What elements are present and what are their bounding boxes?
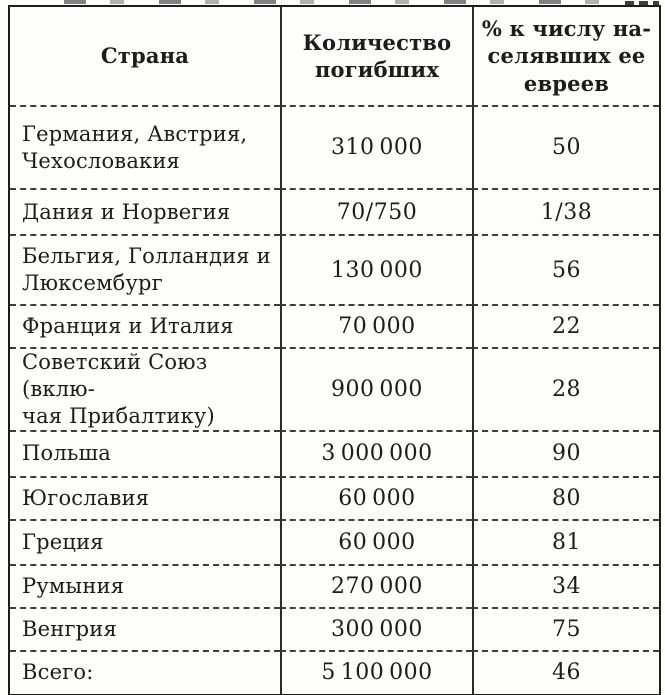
percent-cell: 1/38	[472, 188, 659, 234]
country-cell: Советский Союз (вклю- чая Прибалтику)	[10, 347, 280, 430]
deaths-cell: 3 000 000	[280, 429, 472, 476]
deaths-cell: 300 000	[280, 606, 472, 650]
col-header-deaths: Количество погибших	[280, 7, 472, 105]
percent-cell: 22	[472, 304, 659, 347]
scan-artifact-corner	[625, 1, 659, 6]
table-row: Германия, Австрия, Чехословакия 310 000 …	[10, 105, 659, 188]
table-row: Румыния 270 000 34	[10, 563, 659, 607]
table-row: Бельгия, Голландия и Люксембург 130 000 …	[10, 234, 659, 304]
table-row: Польша 3 000 000 90	[10, 429, 659, 476]
deaths-cell: 60 000	[280, 475, 472, 519]
country-cell: Дания и Норвегия	[10, 188, 280, 234]
table-row: Советский Союз (вклю- чая Прибалтику) 90…	[10, 347, 659, 430]
table-row: Югославия 60 000 80	[10, 475, 659, 519]
percent-cell: 90	[472, 429, 659, 476]
deaths-cell: 5 100 000	[280, 649, 472, 694]
deaths-cell: 310 000	[280, 105, 472, 188]
percent-cell: 46	[472, 649, 659, 694]
country-cell: Польша	[10, 429, 280, 476]
country-cell: Югославия	[10, 475, 280, 519]
table-row: Венгрия 300 000 75	[10, 606, 659, 650]
percent-cell: 34	[472, 563, 659, 607]
col-header-country: Страна	[100, 43, 190, 69]
table-row: Дания и Норвегия 70/750 1/38	[10, 188, 659, 234]
header-row: Страна Количество погибших % к числу на-…	[10, 7, 659, 105]
table-row-total: Всего: 5 100 000 46	[10, 649, 659, 694]
table-row: Греция 60 000 81	[10, 518, 659, 564]
deaths-cell: 270 000	[280, 563, 472, 607]
percent-cell: 81	[472, 518, 659, 564]
jewish-losses-table: Страна Количество погибших % к числу на-…	[8, 5, 661, 695]
deaths-cell: 70/750	[280, 188, 472, 234]
deaths-cell: 130 000	[280, 234, 472, 304]
country-cell: Венгрия	[10, 606, 280, 650]
country-cell: Греция	[10, 518, 280, 564]
col-header-percent: % к числу на- селявших ее евреев	[472, 7, 659, 105]
scan-artifact-top	[64, 0, 624, 4]
deaths-cell: 900 000	[280, 347, 472, 430]
country-cell: Германия, Австрия, Чехословакия	[10, 105, 280, 188]
country-cell: Всего:	[10, 649, 280, 694]
percent-cell: 80	[472, 475, 659, 519]
country-cell: Франция и Италия	[10, 304, 280, 347]
percent-cell: 28	[472, 347, 659, 430]
country-cell: Румыния	[10, 563, 280, 607]
table-row: Франция и Италия 70 000 22	[10, 304, 659, 347]
deaths-cell: 70 000	[280, 304, 472, 347]
percent-cell: 75	[472, 606, 659, 650]
percent-cell: 56	[472, 234, 659, 304]
percent-cell: 50	[472, 105, 659, 188]
deaths-cell: 60 000	[280, 518, 472, 564]
country-cell: Бельгия, Голландия и Люксембург	[10, 234, 280, 304]
